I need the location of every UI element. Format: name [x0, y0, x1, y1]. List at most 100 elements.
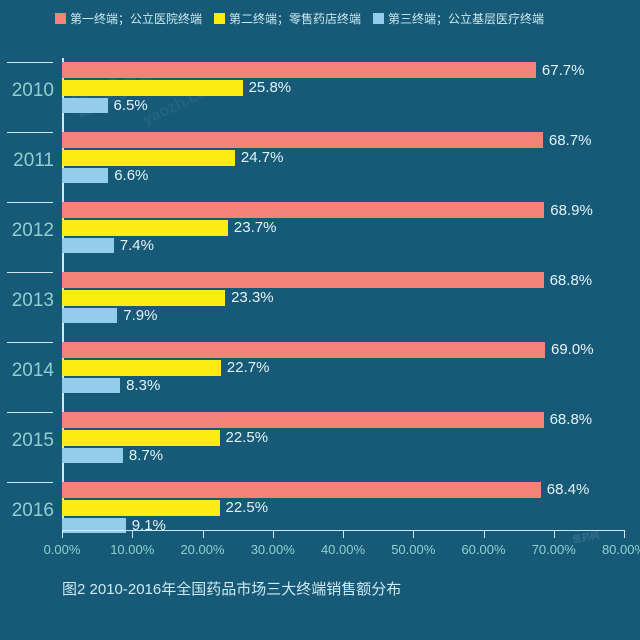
- bar-value-2015-series1: 68.8%: [544, 412, 593, 428]
- x-tick-4: [343, 530, 344, 538]
- x-tick-8: [624, 530, 625, 538]
- bar-row-2012-series3[interactable]: 7.4%: [62, 238, 622, 254]
- plot-area: 2010 67.7% 25.8% 6.5% 2011 68.7% 24.7% 6.6% 2012…: [62, 60, 622, 530]
- year-group-2015: 2015 68.8% 22.5% 8.7%: [62, 412, 622, 480]
- bar-row-2010-series3[interactable]: 6.5%: [62, 98, 622, 114]
- x-tick-label-4: 40.00%: [321, 542, 365, 557]
- year-label-2010: 2010: [4, 80, 54, 102]
- chart-container: 医药网 yaozh.com 第一终端；公立医院终端 第二终端；零售药店终端 第三…: [0, 0, 640, 640]
- legend-label-series3: 第三终端；公立基层医疗终端: [388, 10, 544, 27]
- bar-value-2011-series3: 6.6%: [108, 168, 148, 184]
- bar-row-2010-series2[interactable]: 25.8%: [62, 80, 622, 96]
- year-label-2015: 2015: [4, 430, 54, 452]
- bar-value-2014-series1: 69.0%: [545, 342, 594, 358]
- bar-value-2010-series2: 25.8%: [243, 80, 292, 96]
- year-divider-2011: [7, 132, 53, 133]
- bar-2011-series1[interactable]: [62, 132, 543, 148]
- bar-2015-series3[interactable]: [62, 448, 123, 464]
- bar-2010-series1[interactable]: [62, 62, 536, 78]
- bar-2015-series2[interactable]: [62, 430, 220, 446]
- x-tick-5: [413, 530, 414, 538]
- x-tick-label-6: 60.00%: [461, 542, 505, 557]
- bar-value-2010-series1: 67.7%: [536, 62, 585, 78]
- bar-row-2012-series2[interactable]: 23.7%: [62, 220, 622, 236]
- x-axis-ticks: [62, 530, 624, 540]
- legend-item-0: 第一终端；公立医院终端: [55, 10, 202, 27]
- year-group-2011: 2011 68.7% 24.7% 6.6%: [62, 132, 622, 200]
- bar-row-2013-series2[interactable]: 23.3%: [62, 290, 622, 306]
- year-divider-2013: [7, 272, 53, 273]
- bar-value-2012-series2: 23.7%: [228, 220, 277, 236]
- bar-2014-series1[interactable]: [62, 342, 545, 358]
- bar-value-2013-series1: 68.8%: [544, 272, 593, 288]
- bar-row-2012-series1[interactable]: 68.9%: [62, 202, 622, 218]
- year-divider-2015: [7, 412, 53, 413]
- bar-row-2015-series1[interactable]: 68.8%: [62, 412, 622, 428]
- bar-row-2016-series1[interactable]: 68.4%: [62, 482, 622, 498]
- bar-2013-series2[interactable]: [62, 290, 225, 306]
- bar-value-2013-series3: 7.9%: [117, 308, 157, 324]
- legend-label-series1: 第一终端；公立医院终端: [70, 10, 202, 27]
- x-tick-label-3: 30.00%: [251, 542, 295, 557]
- bar-value-2015-series3: 8.7%: [123, 448, 163, 464]
- bar-2015-series1[interactable]: [62, 412, 544, 428]
- year-divider-2016: [7, 482, 53, 483]
- bar-2016-series1[interactable]: [62, 482, 541, 498]
- bar-value-2016-series1: 68.4%: [541, 482, 590, 498]
- x-tick-2: [203, 530, 204, 538]
- bar-row-2013-series1[interactable]: 68.8%: [62, 272, 622, 288]
- year-label-2012: 2012: [4, 220, 54, 242]
- bar-2010-series3[interactable]: [62, 98, 108, 114]
- bar-row-2011-series2[interactable]: 24.7%: [62, 150, 622, 166]
- bar-row-2013-series3[interactable]: 7.9%: [62, 308, 622, 324]
- bar-value-2013-series2: 23.3%: [225, 290, 274, 306]
- chart-legend: 第一终端；公立医院终端 第二终端；零售药店终端 第三终端；公立基层医疗终端: [55, 10, 550, 27]
- bar-row-2010-series1[interactable]: 67.7%: [62, 62, 622, 78]
- bar-row-2014-series2[interactable]: 22.7%: [62, 360, 622, 376]
- bar-2013-series1[interactable]: [62, 272, 544, 288]
- bar-2016-series2[interactable]: [62, 500, 220, 516]
- bar-row-2014-series3[interactable]: 8.3%: [62, 378, 622, 394]
- year-divider-2012: [7, 202, 53, 203]
- year-label-2016: 2016: [4, 500, 54, 522]
- x-axis-tick-labels: 0.00% 10.00% 20.00% 30.00% 40.00% 50.00% 60.00…: [62, 542, 624, 562]
- bar-2012-series2[interactable]: [62, 220, 228, 236]
- x-tick-label-0: 0.00%: [44, 542, 81, 557]
- bar-row-2011-series3[interactable]: 6.6%: [62, 168, 622, 184]
- x-tick-0: [62, 530, 63, 538]
- bar-2014-series3[interactable]: [62, 378, 120, 394]
- legend-item-1: 第二终端；零售药店终端: [214, 10, 361, 27]
- bar-2011-series3[interactable]: [62, 168, 108, 184]
- bar-2010-series2[interactable]: [62, 80, 243, 96]
- legend-swatch-series1: [55, 13, 66, 24]
- bar-2012-series1[interactable]: [62, 202, 544, 218]
- bar-value-2016-series2: 22.5%: [220, 500, 269, 516]
- bar-row-2016-series2[interactable]: 22.5%: [62, 500, 622, 516]
- bar-value-2012-series3: 7.4%: [114, 238, 154, 254]
- bar-2013-series3[interactable]: [62, 308, 117, 324]
- x-tick-label-2: 20.00%: [180, 542, 224, 557]
- x-tick-label-5: 50.00%: [391, 542, 435, 557]
- year-label-2011: 2011: [4, 150, 54, 172]
- bar-value-2011-series1: 68.7%: [543, 132, 592, 148]
- logo-watermark: 医药网: [550, 524, 631, 605]
- year-label-2013: 2013: [4, 290, 54, 312]
- bar-value-2011-series2: 24.7%: [235, 150, 284, 166]
- legend-item-2: 第三终端；公立基层医疗终端: [373, 10, 544, 27]
- bar-2012-series3[interactable]: [62, 238, 114, 254]
- bar-value-2014-series3: 8.3%: [120, 378, 160, 394]
- legend-swatch-series2: [214, 13, 225, 24]
- chart-caption: 图2 2010-2016年全国药品市场三大终端销售额分布: [62, 578, 401, 599]
- bar-row-2011-series1[interactable]: 68.7%: [62, 132, 622, 148]
- bar-row-2015-series3[interactable]: 8.7%: [62, 448, 622, 464]
- year-label-2014: 2014: [4, 360, 54, 382]
- bar-row-2014-series1[interactable]: 69.0%: [62, 342, 622, 358]
- x-tick-1: [132, 530, 133, 538]
- bar-row-2015-series2[interactable]: 22.5%: [62, 430, 622, 446]
- bar-value-2010-series3: 6.5%: [108, 98, 148, 114]
- x-tick-label-1: 10.00%: [110, 542, 154, 557]
- bar-2014-series2[interactable]: [62, 360, 221, 376]
- bar-2011-series2[interactable]: [62, 150, 235, 166]
- year-group-2014: 2014 69.0% 22.7% 8.3%: [62, 342, 622, 410]
- legend-swatch-series3: [373, 13, 384, 24]
